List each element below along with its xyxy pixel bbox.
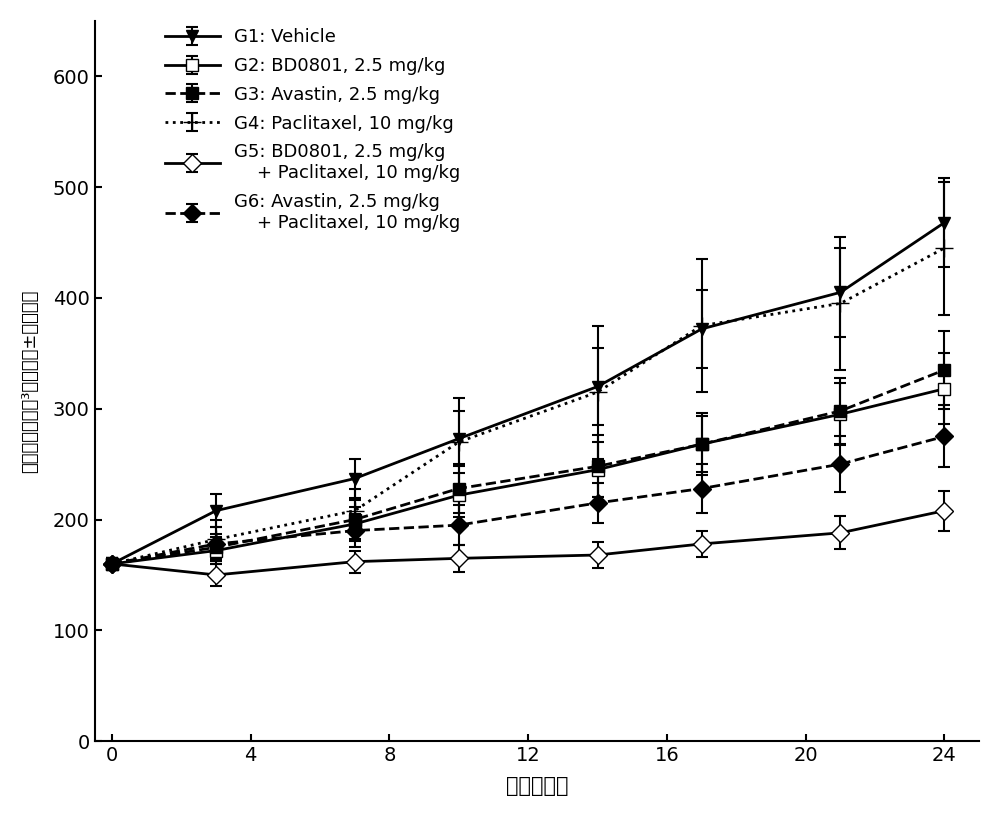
X-axis label: 治疗后天数: 治疗后天数 bbox=[506, 776, 568, 797]
Y-axis label: 肿瘦体积（毫米³）平均値±标准误差: 肿瘦体积（毫米³）平均値±标准误差 bbox=[21, 289, 39, 473]
Legend: G1: Vehicle, G2: BD0801, 2.5 mg/kg, G3: Avastin, 2.5 mg/kg, G4: Paclitaxel, 10 m: G1: Vehicle, G2: BD0801, 2.5 mg/kg, G3: … bbox=[165, 28, 460, 232]
